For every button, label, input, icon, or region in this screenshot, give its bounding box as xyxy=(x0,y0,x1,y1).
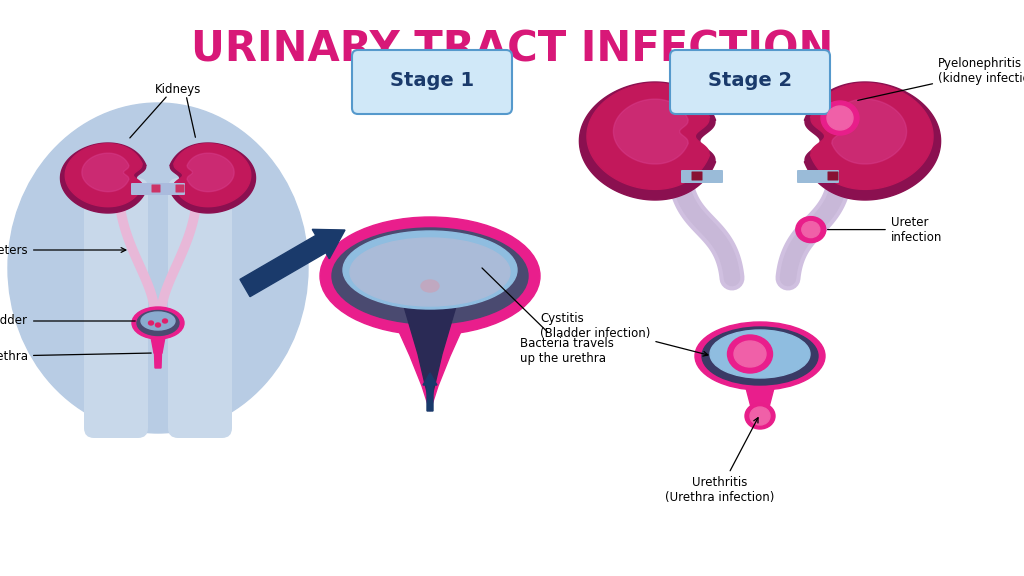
Ellipse shape xyxy=(332,228,528,324)
Ellipse shape xyxy=(137,310,179,335)
Ellipse shape xyxy=(702,327,818,385)
Ellipse shape xyxy=(695,322,825,390)
Ellipse shape xyxy=(734,341,766,367)
Polygon shape xyxy=(613,99,688,164)
Text: Ureters: Ureters xyxy=(0,244,126,256)
Polygon shape xyxy=(151,337,165,353)
Ellipse shape xyxy=(802,222,820,237)
Ellipse shape xyxy=(8,103,308,433)
Ellipse shape xyxy=(156,323,161,327)
Ellipse shape xyxy=(750,407,770,425)
Text: Urethra: Urethra xyxy=(0,350,152,362)
Polygon shape xyxy=(174,143,251,207)
Ellipse shape xyxy=(141,312,175,330)
FancyBboxPatch shape xyxy=(155,183,185,195)
Text: Bladder: Bladder xyxy=(0,314,135,328)
FancyBboxPatch shape xyxy=(175,184,184,192)
Polygon shape xyxy=(82,153,129,192)
Ellipse shape xyxy=(319,217,540,335)
Text: Kidneys: Kidneys xyxy=(155,84,201,97)
Text: Pyelonephritis
(kidney infection): Pyelonephritis (kidney infection) xyxy=(858,57,1024,100)
Polygon shape xyxy=(60,143,146,213)
FancyBboxPatch shape xyxy=(797,170,839,183)
Ellipse shape xyxy=(796,217,825,242)
Polygon shape xyxy=(187,153,234,192)
Text: Stage 1: Stage 1 xyxy=(390,71,474,90)
Ellipse shape xyxy=(163,319,168,323)
Ellipse shape xyxy=(421,280,439,292)
FancyBboxPatch shape xyxy=(681,170,723,183)
FancyBboxPatch shape xyxy=(827,172,839,180)
Ellipse shape xyxy=(148,321,154,325)
Text: URINARY TRACT INFECTION: URINARY TRACT INFECTION xyxy=(190,28,834,70)
Text: Urethritis
(Urethra infection): Urethritis (Urethra infection) xyxy=(666,418,775,504)
Polygon shape xyxy=(810,83,933,190)
Polygon shape xyxy=(375,278,485,411)
Ellipse shape xyxy=(343,231,517,309)
FancyBboxPatch shape xyxy=(352,50,512,114)
FancyArrow shape xyxy=(240,229,345,297)
Text: Stage 2: Stage 2 xyxy=(708,71,792,90)
Ellipse shape xyxy=(727,335,772,373)
Ellipse shape xyxy=(350,238,510,306)
FancyBboxPatch shape xyxy=(152,184,161,192)
FancyArrow shape xyxy=(423,373,437,411)
Polygon shape xyxy=(587,83,710,190)
Ellipse shape xyxy=(827,106,853,130)
Polygon shape xyxy=(805,82,941,200)
Text: Ureter
infection: Ureter infection xyxy=(827,215,942,244)
FancyBboxPatch shape xyxy=(168,178,232,438)
Polygon shape xyxy=(66,143,142,207)
Polygon shape xyxy=(154,338,162,368)
Ellipse shape xyxy=(821,101,859,135)
Polygon shape xyxy=(398,286,462,404)
FancyBboxPatch shape xyxy=(670,50,830,114)
Ellipse shape xyxy=(132,307,184,339)
Text: Cystitis
(Bladder infection): Cystitis (Bladder infection) xyxy=(540,312,708,356)
Text: Bacteria travels
up the urethra: Bacteria travels up the urethra xyxy=(482,268,613,365)
Polygon shape xyxy=(746,388,774,411)
FancyBboxPatch shape xyxy=(131,183,161,195)
FancyBboxPatch shape xyxy=(691,172,702,180)
Ellipse shape xyxy=(710,330,810,378)
Polygon shape xyxy=(831,99,906,164)
FancyBboxPatch shape xyxy=(84,178,148,438)
Ellipse shape xyxy=(745,403,775,429)
Polygon shape xyxy=(170,143,256,213)
Polygon shape xyxy=(580,82,716,200)
